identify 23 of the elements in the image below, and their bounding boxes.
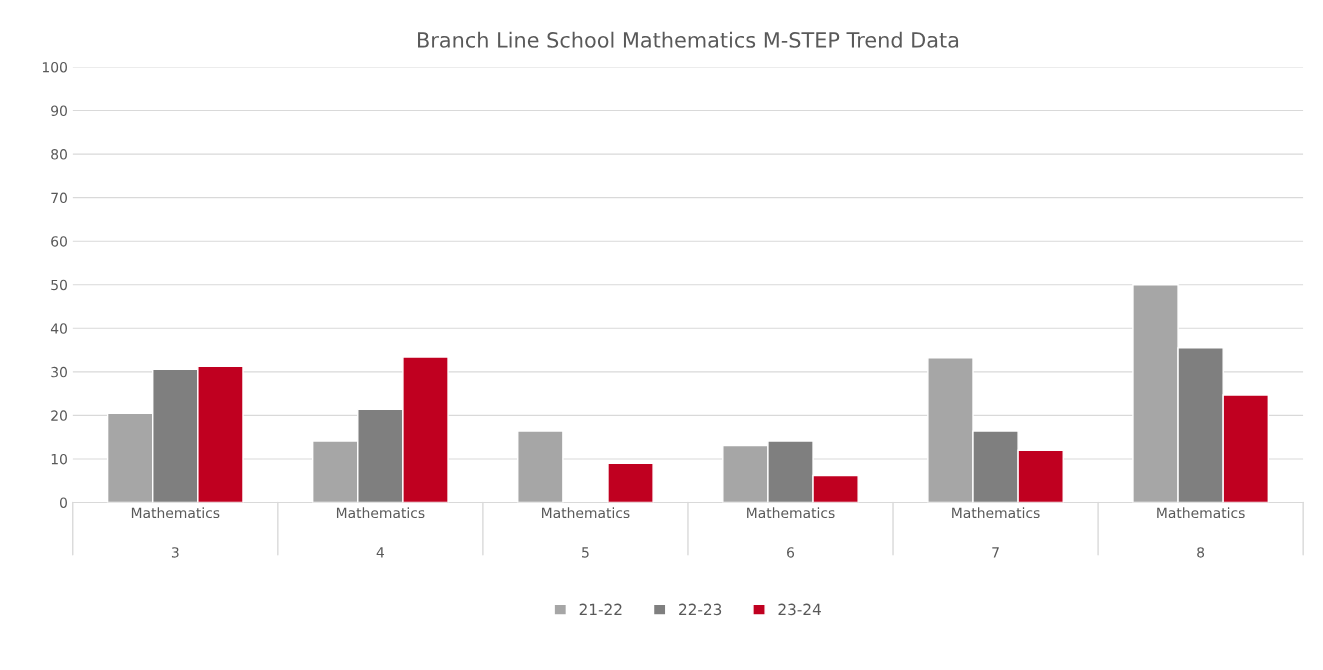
y-tick-label: 10 (51, 453, 67, 465)
bar (607, 462, 654, 503)
category-label: Mathematics 4 (336, 507, 425, 558)
y-tick-label: 30 (51, 366, 67, 378)
y-tick-label: 70 (51, 192, 67, 204)
chart-title: Branch Line School Mathematics M-STEP Trend Data (418, 31, 959, 48)
legend-label: 21-22 (579, 603, 622, 615)
y-tick-label: 50 (51, 279, 67, 291)
category-label: Mathematics 6 (747, 507, 835, 558)
category-label: Mathematics 5 (542, 507, 630, 558)
y-tick-label: 80 (51, 149, 67, 160)
bar (517, 430, 564, 503)
category-label: Mathematics 3 (131, 507, 220, 558)
category-label: Mathematics 7 (952, 507, 1040, 558)
category-label: Mathematics 8 (1157, 507, 1245, 558)
y-tick-label: 0 (59, 497, 67, 508)
y-tick-label: 40 (50, 323, 67, 334)
legend-label: 23-24 (778, 603, 821, 616)
legend-label: 22-23 (679, 603, 722, 616)
y-tick-label: 60 (51, 236, 67, 247)
y-tick-label: 20 (51, 410, 67, 421)
y-tick-label: 90 (51, 105, 67, 117)
y-tick-label: 100 (42, 61, 67, 73)
